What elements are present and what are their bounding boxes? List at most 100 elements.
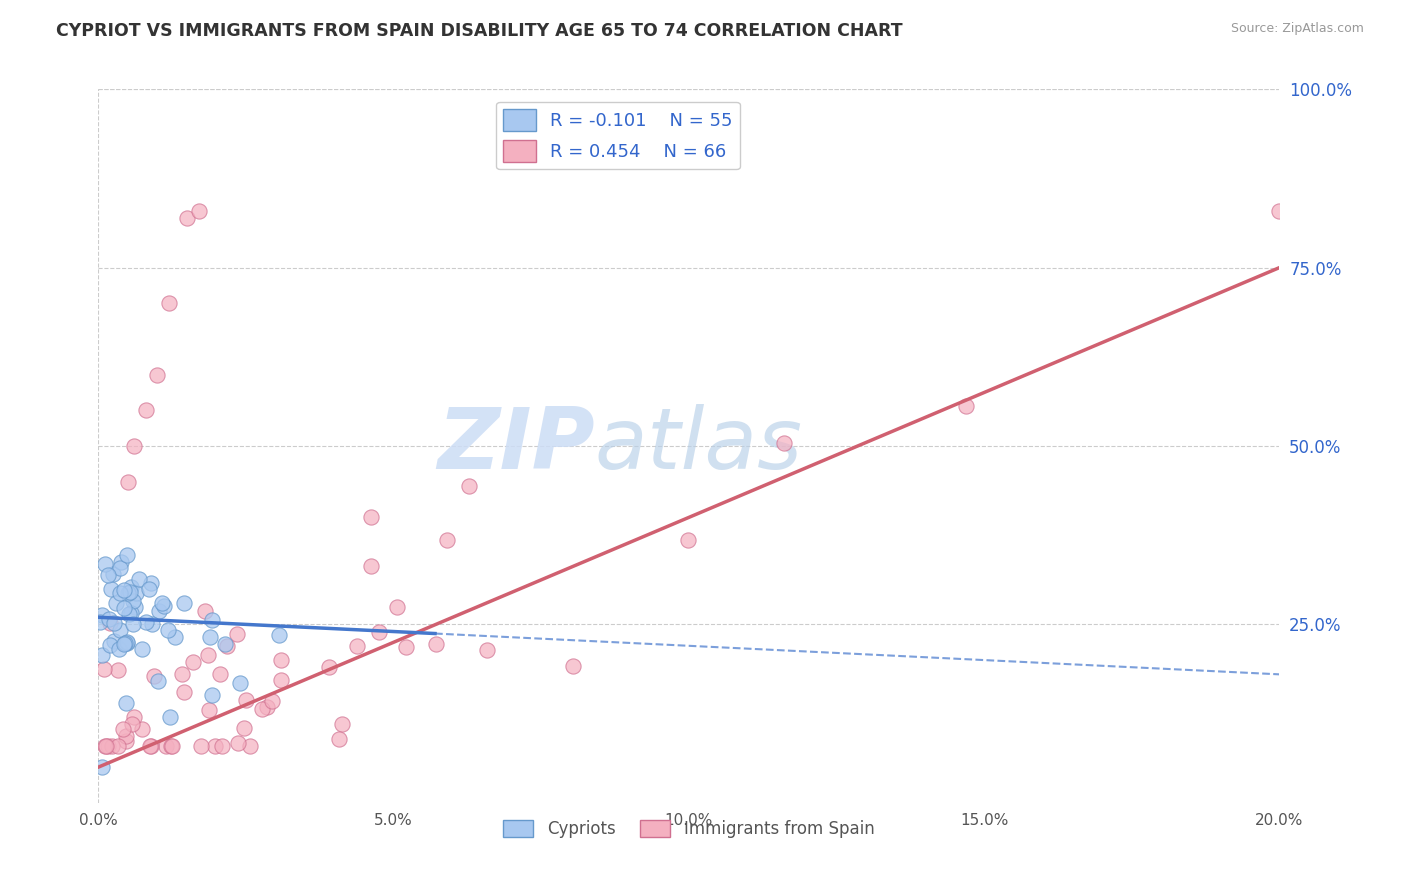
Point <box>368 624 391 639</box>
Point <box>165 630 187 644</box>
Point <box>108 641 131 656</box>
Point <box>153 599 176 614</box>
Point <box>114 729 136 743</box>
Point <box>187 203 209 218</box>
Point <box>436 533 458 548</box>
Point <box>194 604 217 618</box>
Point <box>124 710 146 724</box>
Point <box>122 593 145 607</box>
Point <box>387 600 409 615</box>
Point <box>110 561 132 575</box>
Point <box>360 558 382 573</box>
Point <box>143 669 166 683</box>
Point <box>173 685 195 699</box>
Point <box>217 639 239 653</box>
Point <box>108 624 131 638</box>
Point <box>114 696 136 710</box>
Point <box>117 475 139 489</box>
Point <box>103 616 125 631</box>
Point <box>91 760 114 774</box>
Point <box>214 637 236 651</box>
Point <box>260 694 283 708</box>
Point <box>139 575 162 590</box>
Point <box>250 701 273 715</box>
Point <box>160 739 183 753</box>
Point <box>156 623 179 637</box>
Point <box>141 739 163 753</box>
Point <box>239 739 262 753</box>
Point <box>270 653 292 667</box>
Point <box>111 723 134 737</box>
Point <box>150 596 173 610</box>
Point <box>120 607 142 621</box>
Point <box>458 479 481 493</box>
Point <box>115 549 138 563</box>
Point <box>159 710 181 724</box>
Point <box>120 585 142 599</box>
Point <box>955 399 977 413</box>
Point <box>360 510 382 524</box>
Point <box>211 739 233 753</box>
Point <box>107 664 129 678</box>
Point <box>118 607 141 621</box>
Point <box>235 693 257 707</box>
Point <box>190 739 212 753</box>
Point <box>101 739 124 753</box>
Point <box>124 599 146 614</box>
Point <box>100 582 122 597</box>
Point <box>131 642 153 657</box>
Point <box>112 582 135 597</box>
Point <box>98 639 121 653</box>
Point <box>135 615 157 629</box>
Point <box>115 734 138 748</box>
Point <box>107 739 129 753</box>
Point <box>89 615 111 629</box>
Point <box>330 717 353 731</box>
Point <box>676 533 699 547</box>
Point <box>209 666 232 681</box>
Point <box>94 558 117 572</box>
Point <box>110 555 132 569</box>
Point <box>122 439 145 453</box>
Point <box>97 739 120 753</box>
Point <box>328 731 350 746</box>
Text: atlas: atlas <box>595 404 803 488</box>
Point <box>197 702 219 716</box>
Point <box>267 627 290 641</box>
Point <box>181 656 204 670</box>
Point <box>131 722 153 736</box>
Point <box>112 601 135 615</box>
Point <box>173 596 195 610</box>
Point <box>90 607 112 622</box>
Point <box>120 581 142 595</box>
Point <box>197 648 219 662</box>
Point <box>125 586 148 600</box>
Point <box>110 586 132 600</box>
Point <box>115 636 138 650</box>
Point <box>176 211 198 225</box>
Point <box>93 662 115 676</box>
Legend: Cypriots, Immigrants from Spain: Cypriots, Immigrants from Spain <box>496 813 882 845</box>
Point <box>226 736 249 750</box>
Point <box>122 616 145 631</box>
Point <box>148 604 170 618</box>
Point <box>94 739 117 753</box>
Point <box>91 648 114 662</box>
Point <box>226 627 249 641</box>
Point <box>1268 204 1291 219</box>
Point <box>98 615 121 630</box>
Point <box>103 634 125 648</box>
Point <box>162 739 184 753</box>
Point <box>346 639 368 653</box>
Point <box>201 613 224 627</box>
Point <box>157 296 180 310</box>
Point <box>394 640 416 655</box>
Point <box>232 721 254 735</box>
Point <box>772 436 794 450</box>
Point <box>121 717 143 731</box>
Point <box>135 403 157 417</box>
Point <box>141 616 163 631</box>
Point <box>139 739 162 753</box>
Point <box>256 699 278 714</box>
Text: CYPRIOT VS IMMIGRANTS FROM SPAIN DISABILITY AGE 65 TO 74 CORRELATION CHART: CYPRIOT VS IMMIGRANTS FROM SPAIN DISABIL… <box>56 22 903 40</box>
